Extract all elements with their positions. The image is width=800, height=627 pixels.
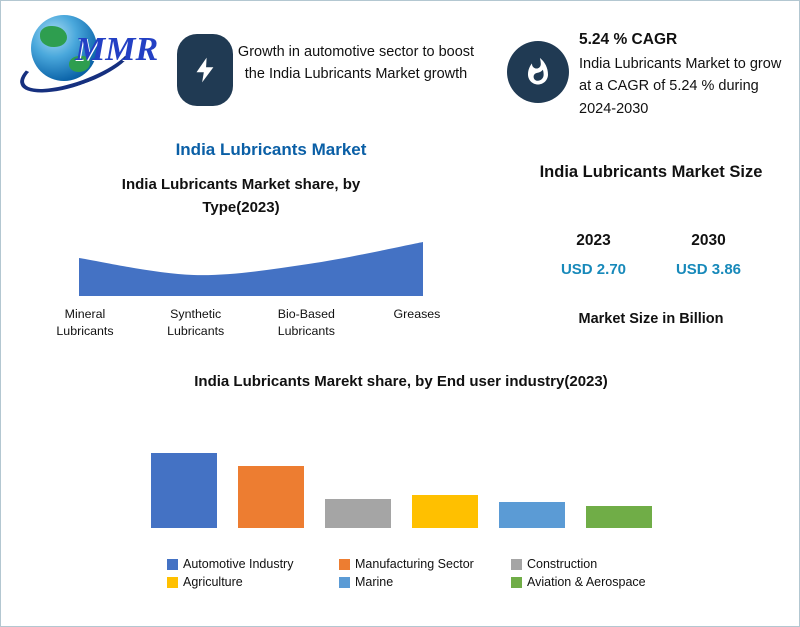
legend-swatch-icon bbox=[167, 576, 178, 588]
value-2030: USD 3.86 bbox=[675, 261, 742, 278]
legend-swatch-icon bbox=[167, 558, 178, 570]
end-user-chart-title: India Lubricants Marekt share, by End us… bbox=[194, 373, 608, 390]
legend-swatch-icon bbox=[511, 576, 522, 588]
area-series bbox=[79, 242, 423, 296]
legend-item-aviation-aerospace: Aviation & Aerospace bbox=[511, 575, 683, 589]
category-label: Bio-Based Lubricants bbox=[277, 307, 335, 338]
market-size-values: USD 2.70 USD 3.86 bbox=[536, 261, 766, 278]
bar-automotive-industry bbox=[150, 453, 217, 528]
bar-marine bbox=[498, 502, 565, 528]
globe-icon bbox=[31, 15, 97, 81]
legend-label: Manufacturing Sector bbox=[355, 557, 474, 571]
market-size-title: India Lubricants Market Size bbox=[539, 163, 763, 181]
legend-label: Marine bbox=[355, 575, 394, 589]
legend-label: Agriculture bbox=[183, 575, 243, 589]
legend-item-construction: Construction bbox=[511, 557, 683, 571]
end-user-bar-chart bbox=[141, 448, 661, 528]
legend-label: Automotive Industry bbox=[183, 557, 294, 571]
year-2023-label: 2023 bbox=[576, 232, 611, 249]
cagr-note: India Lubricants Market to grow at a CAG… bbox=[579, 56, 782, 117]
legend-label: Aviation & Aerospace bbox=[527, 575, 646, 589]
type-share-area-chart bbox=[79, 236, 423, 296]
bar-manufacturing-sector bbox=[237, 466, 304, 528]
main-title: India Lubricants Market bbox=[175, 140, 367, 159]
year-2030-label: 2030 bbox=[691, 232, 726, 249]
legend-swatch-icon bbox=[339, 576, 350, 588]
category-label: Synthetic Lubricants bbox=[167, 307, 225, 338]
legend-label: Construction bbox=[527, 557, 598, 571]
category-label: Greases bbox=[393, 307, 441, 321]
legend-item-manufacturing-sector: Manufacturing Sector bbox=[339, 557, 511, 571]
market-size-years: 2023 2030 bbox=[536, 232, 766, 250]
type-share-categories: Mineral Lubricants Synthetic Lubricants Bi… bbox=[41, 306, 461, 339]
lightning-bolt-icon bbox=[196, 57, 213, 83]
type-share-chart-title: India Lubricants Market share, by Type(2… bbox=[121, 176, 361, 216]
legend-item-marine: Marine bbox=[339, 575, 511, 589]
mmr-logo: MMR bbox=[13, 7, 195, 107]
value-2023: USD 2.70 bbox=[560, 261, 627, 278]
bar-construction bbox=[324, 499, 391, 528]
logo-text: MMR bbox=[75, 31, 159, 68]
growth-note: Growth in automotive sector to boost the… bbox=[237, 44, 475, 83]
bar-aviation-aerospace bbox=[585, 506, 652, 528]
cagr-badge bbox=[507, 41, 569, 103]
end-user-legend: Automotive Industry Manufacturing Sector C… bbox=[167, 557, 697, 589]
legend-swatch-icon bbox=[339, 558, 350, 570]
legend-item-agriculture: Agriculture bbox=[167, 575, 339, 589]
legend-swatch-icon bbox=[511, 558, 522, 570]
legend-item-automotive-industry: Automotive Industry bbox=[167, 557, 339, 571]
bar-agriculture bbox=[411, 495, 478, 528]
growth-badge bbox=[177, 34, 233, 106]
flame-icon bbox=[528, 57, 548, 85]
category-label: Mineral Lubricants bbox=[56, 307, 114, 338]
cagr-title: 5.24 % CAGR bbox=[579, 31, 678, 48]
market-size-unit: Market Size in Billion bbox=[578, 311, 724, 327]
